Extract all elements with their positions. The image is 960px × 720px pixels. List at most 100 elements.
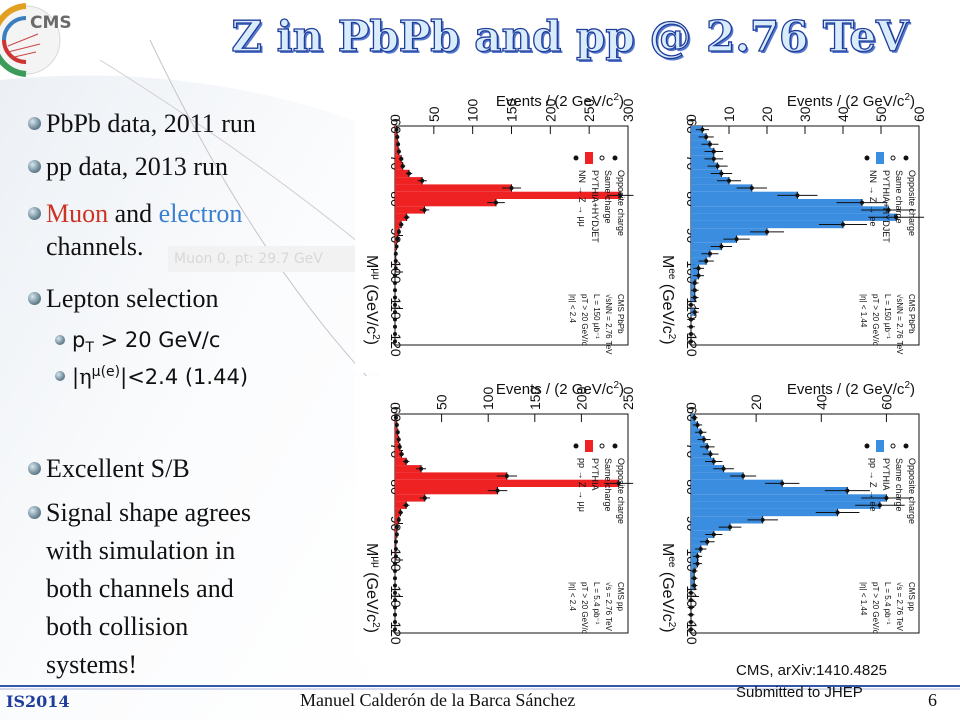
- x-axis-unit-end: ): [659, 339, 676, 344]
- histogram-bar: [691, 257, 707, 265]
- data-point: [689, 324, 693, 329]
- plot-pbpb-ee: Events / (2 GeV/c2)010203040506060708090…: [651, 88, 941, 373]
- data-point: [780, 481, 785, 486]
- data-point: [689, 317, 693, 322]
- sub-bullet-pt: pT > 20 GeV/c: [55, 328, 220, 356]
- plot-pp-mumu: Events / (2 GeV/c2)050100150200250607080…: [355, 376, 650, 661]
- data-point: [396, 517, 401, 522]
- x-axis-unit-end: ): [659, 627, 676, 632]
- data-point: [393, 627, 397, 632]
- x-axis-var: M: [363, 255, 380, 268]
- data-point: [700, 127, 705, 132]
- data-point: [422, 207, 427, 212]
- plot-pbpb-mumu: Events / (2 GeV/c2)050100150200250300607…: [355, 88, 650, 373]
- data-point: [393, 547, 398, 552]
- legend-marker: [612, 155, 618, 161]
- data-point: [708, 142, 712, 147]
- y-axis-label-end: ): [910, 93, 915, 110]
- electron-word: electron: [158, 199, 243, 228]
- legend-entry: Same charge: [603, 458, 613, 512]
- count-tick-label: 10: [721, 106, 737, 122]
- data-point: [504, 474, 509, 479]
- mass-tick-label: 110: [388, 585, 404, 608]
- legend-entry: Opposite charge: [907, 170, 917, 236]
- histogram-bar: [691, 538, 708, 546]
- data-point: [689, 332, 693, 337]
- sub-bullet-icon: [55, 335, 65, 345]
- data-point: [393, 590, 397, 595]
- count-tick-label: 150: [527, 386, 543, 410]
- histogram-bar: [691, 155, 714, 163]
- data-point: [396, 149, 401, 154]
- data-point: [495, 488, 500, 493]
- data-point: [884, 495, 889, 500]
- data-point: [616, 481, 621, 486]
- legend-entry: Same charge: [894, 458, 904, 512]
- legend-swatch: [876, 440, 884, 452]
- data-point: [704, 259, 709, 264]
- data-point: [394, 127, 399, 132]
- plot-info-text: √s = 2.76 TeV: [895, 582, 904, 632]
- legend-swatch: [585, 152, 593, 164]
- data-point: [749, 186, 754, 191]
- data-point: [835, 510, 840, 515]
- histogram-bar: [691, 450, 711, 458]
- legend-marker: [890, 155, 896, 161]
- data-point: [705, 539, 710, 544]
- data-point: [393, 266, 398, 271]
- data-point: [393, 539, 398, 544]
- histogram-bar: [691, 435, 705, 444]
- data-point: [719, 244, 724, 249]
- legend-swatch: [585, 440, 593, 452]
- plot-info-text: √sNN = 2.76 TeV: [604, 294, 613, 355]
- count-tick-label: 30: [797, 106, 813, 122]
- data-point: [400, 164, 405, 169]
- y-axis-label-sup: 2: [904, 380, 910, 391]
- legend-entry: PYTHIA+HYDJET: [881, 170, 891, 243]
- data-point: [393, 280, 397, 285]
- x-axis-unit-sup: 2: [370, 334, 381, 340]
- histogram-bar: [395, 450, 402, 458]
- histogram-bar: [395, 443, 400, 451]
- x-axis-label: Mee (GeV/c2): [659, 543, 677, 633]
- x-axis-label: Mμμ (GeV/c2): [363, 255, 381, 345]
- footer-page-number: 6: [928, 690, 937, 710]
- data-point: [393, 568, 397, 573]
- sub-bullet-eta: |ημ(e)|<2.4 (1.44): [55, 364, 248, 389]
- histogram-bar: [691, 487, 848, 495]
- legend-marker: [573, 155, 579, 161]
- y-axis-label: Events / (2 GeV/c2): [787, 92, 915, 110]
- data-point: [695, 561, 700, 566]
- data-point: [396, 437, 401, 442]
- data-point: [393, 317, 397, 322]
- histogram-bar: [691, 220, 843, 229]
- legend-entry: NN → Z → μμ: [577, 170, 587, 227]
- y-axis-label: Events / (2 GeV/c2): [496, 92, 624, 110]
- data-point: [396, 142, 401, 147]
- count-tick-label: 0: [683, 114, 699, 122]
- data-point: [406, 171, 411, 176]
- data-point: [509, 186, 514, 191]
- data-point: [702, 437, 707, 442]
- legend-entry: Opposite charge: [616, 458, 626, 524]
- data-point: [493, 200, 498, 205]
- x-axis-unit-sup: 2: [666, 622, 677, 628]
- histogram-bar: [691, 162, 718, 170]
- histogram-bar: [395, 184, 512, 192]
- data-point: [719, 171, 724, 176]
- x-axis-var-sup: ee: [666, 556, 677, 568]
- data-point: [394, 525, 399, 530]
- histogram-bar: [395, 213, 407, 221]
- legend-marker: [599, 155, 605, 161]
- y-axis-label-end: ): [910, 381, 915, 398]
- x-axis-unit-end: ): [363, 340, 380, 345]
- data-point: [393, 576, 397, 581]
- histogram-bar: [395, 494, 425, 502]
- data-point: [689, 605, 693, 610]
- data-point: [404, 503, 409, 508]
- legend-marker: [599, 443, 605, 449]
- data-point: [395, 134, 400, 139]
- plot-info-text: |η| < 2.4: [568, 294, 577, 323]
- count-tick-label: 200: [542, 98, 558, 122]
- data-point: [689, 598, 693, 603]
